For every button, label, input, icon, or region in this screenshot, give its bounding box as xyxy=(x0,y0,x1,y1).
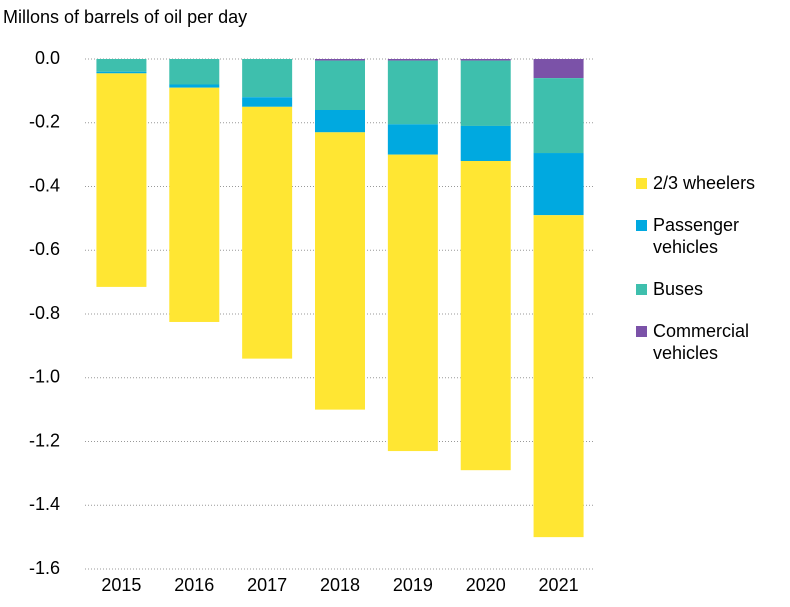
bar-segment xyxy=(242,59,293,98)
y-tick-label: -0.6 xyxy=(29,239,60,259)
bar-segment xyxy=(387,59,438,61)
x-tick-label: 2021 xyxy=(539,575,579,595)
bar-segment xyxy=(242,106,293,359)
bar-segment xyxy=(169,87,220,322)
bar-segment xyxy=(315,132,365,410)
x-tick-label: 2017 xyxy=(247,575,287,595)
x-tick-label: 2019 xyxy=(393,575,433,595)
legend-item: Passenger vehicles xyxy=(636,214,776,258)
legend-item: 2/3 wheelers xyxy=(636,172,776,194)
bar-segment xyxy=(533,78,584,154)
bar-segment xyxy=(96,59,147,72)
bar-segment xyxy=(460,60,511,126)
y-tick-label: -0.4 xyxy=(29,175,60,195)
y-tick-label: -0.2 xyxy=(29,112,60,132)
bar-segment xyxy=(96,71,147,74)
bar-segment xyxy=(460,161,511,471)
x-tick-label: 2020 xyxy=(466,575,506,595)
legend-swatch xyxy=(636,178,647,189)
bar-segment xyxy=(387,154,438,452)
y-tick-label: -1.4 xyxy=(29,494,60,514)
bar-segment xyxy=(460,125,511,161)
legend: 2/3 wheelers Passenger vehicles Buses Comme… xyxy=(636,172,776,384)
bar-segment xyxy=(387,124,438,155)
bar-segment xyxy=(315,60,365,110)
bar-segment xyxy=(533,215,584,538)
bar-segment xyxy=(169,84,220,88)
y-tick-label: 0.0 xyxy=(35,48,60,68)
legend-swatch xyxy=(636,326,647,337)
chart-title: Millons of barrels of oil per day xyxy=(3,7,247,27)
x-tick-label: 2018 xyxy=(320,575,360,595)
bar-segment xyxy=(315,59,365,61)
bar-segment xyxy=(96,73,147,287)
bar-segment xyxy=(315,110,365,133)
legend-label: Buses xyxy=(653,279,704,299)
legend-label: Passenger vehicles xyxy=(653,215,740,257)
bar-segment xyxy=(460,59,511,61)
legend-swatch xyxy=(636,220,647,231)
x-tick-label: 2016 xyxy=(174,575,214,595)
legend-label: 2/3 wheelers xyxy=(653,173,756,193)
bar-segment xyxy=(533,153,584,216)
legend-item: Commercial vehicles xyxy=(636,320,776,364)
legend-label: Commercial vehicles xyxy=(653,321,750,363)
x-tick-label: 2015 xyxy=(101,575,141,595)
bar-segment xyxy=(242,97,293,107)
y-tick-label: -0.8 xyxy=(29,303,60,323)
bar-segment xyxy=(387,60,438,125)
bar-segment xyxy=(533,59,584,79)
bar-segment xyxy=(169,59,220,85)
y-tick-label: -1.6 xyxy=(29,558,60,578)
legend-swatch xyxy=(636,284,647,295)
legend-item: Buses xyxy=(636,278,776,300)
y-tick-label: -1.0 xyxy=(29,367,60,387)
y-tick-label: -1.2 xyxy=(29,430,60,450)
